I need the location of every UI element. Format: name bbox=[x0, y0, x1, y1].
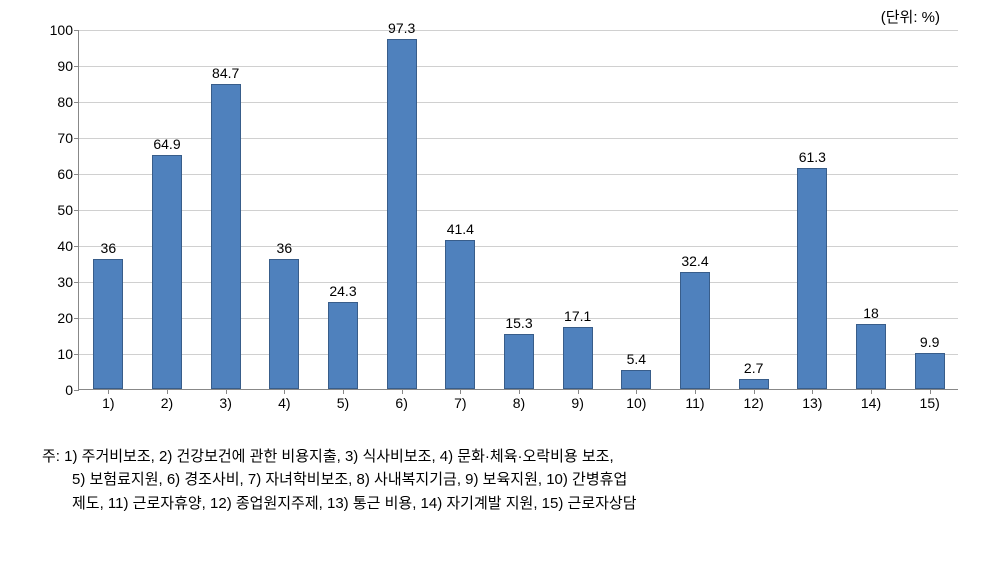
bar-group: 5.410) bbox=[607, 29, 666, 389]
bar: 41.4 bbox=[445, 240, 475, 389]
x-tick-mark bbox=[754, 389, 755, 394]
x-tick-mark bbox=[226, 389, 227, 394]
x-tick-label: 1) bbox=[102, 395, 114, 411]
x-tick-label: 13) bbox=[802, 395, 822, 411]
y-tick-label: 0 bbox=[65, 382, 73, 398]
x-tick-mark bbox=[578, 389, 579, 394]
legend-line-3: 제도, 11) 근로자휴양, 12) 종업원지주제, 13) 통근 비용, 14… bbox=[42, 492, 962, 515]
x-tick-mark bbox=[167, 389, 168, 394]
legend-prefix: 주: bbox=[42, 448, 64, 465]
bar: 84.7 bbox=[211, 84, 241, 389]
y-tick-label: 80 bbox=[57, 94, 73, 110]
y-tick-label: 70 bbox=[57, 130, 73, 146]
bar-value-label: 15.3 bbox=[505, 315, 532, 331]
bar: 36 bbox=[269, 259, 299, 389]
bar-value-label: 32.4 bbox=[681, 253, 708, 269]
bar: 97.3 bbox=[387, 39, 417, 389]
x-tick-label: 3) bbox=[219, 395, 231, 411]
unit-label: (단위: %) bbox=[881, 6, 940, 27]
bar-value-label: 2.7 bbox=[744, 360, 763, 376]
y-tick-label: 10 bbox=[57, 346, 73, 362]
bar-group: 364) bbox=[255, 29, 314, 389]
x-tick-mark bbox=[812, 389, 813, 394]
y-tick-label: 20 bbox=[57, 310, 73, 326]
bar-value-label: 84.7 bbox=[212, 65, 239, 81]
x-tick-mark bbox=[402, 389, 403, 394]
bar-group: 9.915) bbox=[900, 29, 959, 389]
bar-group: 17.19) bbox=[548, 29, 607, 389]
bar-value-label: 24.3 bbox=[329, 283, 356, 299]
x-tick-label: 4) bbox=[278, 395, 290, 411]
bar-group: 64.92) bbox=[138, 29, 197, 389]
bar: 5.4 bbox=[621, 370, 651, 389]
x-tick-label: 7) bbox=[454, 395, 466, 411]
bar: 15.3 bbox=[504, 334, 534, 389]
x-tick-label: 5) bbox=[337, 395, 349, 411]
bar: 17.1 bbox=[563, 327, 593, 389]
bar: 9.9 bbox=[915, 353, 945, 389]
y-tick-label: 30 bbox=[57, 274, 73, 290]
x-tick-label: 9) bbox=[571, 395, 583, 411]
bar-group: 361) bbox=[79, 29, 138, 389]
x-tick-mark bbox=[636, 389, 637, 394]
x-tick-label: 14) bbox=[861, 395, 881, 411]
x-tick-label: 6) bbox=[395, 395, 407, 411]
bar-value-label: 36 bbox=[277, 240, 293, 256]
bar-value-label: 64.9 bbox=[153, 136, 180, 152]
x-tick-mark bbox=[343, 389, 344, 394]
x-tick-mark bbox=[460, 389, 461, 394]
y-tick-label: 90 bbox=[57, 58, 73, 74]
x-tick-mark bbox=[871, 389, 872, 394]
y-tick-label: 60 bbox=[57, 166, 73, 182]
bar: 61.3 bbox=[797, 168, 827, 389]
x-tick-mark bbox=[284, 389, 285, 394]
bar-value-label: 97.3 bbox=[388, 20, 415, 36]
bar-value-label: 41.4 bbox=[447, 221, 474, 237]
bar: 32.4 bbox=[680, 272, 710, 389]
bar-value-label: 36 bbox=[101, 240, 117, 256]
y-tick-label: 100 bbox=[50, 22, 73, 38]
bar-group: 1814) bbox=[842, 29, 901, 389]
legend-line-2: 5) 보험료지원, 6) 경조사비, 7) 자녀학비보조, 8) 사내복지기금,… bbox=[42, 468, 962, 491]
legend-line-1: 1) 주거비보조, 2) 건강보건에 관한 비용지출, 3) 식사비보조, 4)… bbox=[64, 448, 614, 465]
bar: 64.9 bbox=[152, 155, 182, 389]
bar-group: 24.35) bbox=[314, 29, 373, 389]
bar-group: 97.36) bbox=[372, 29, 431, 389]
bar: 24.3 bbox=[328, 302, 358, 389]
y-tick-label: 40 bbox=[57, 238, 73, 254]
bar-value-label: 18 bbox=[863, 305, 879, 321]
bar: 36 bbox=[93, 259, 123, 389]
bar-group: 15.38) bbox=[490, 29, 549, 389]
bar-group: 41.47) bbox=[431, 29, 490, 389]
x-tick-mark bbox=[519, 389, 520, 394]
bar: 18 bbox=[856, 324, 886, 389]
bar-value-label: 9.9 bbox=[920, 334, 939, 350]
y-tick-mark bbox=[74, 390, 79, 391]
x-tick-mark bbox=[695, 389, 696, 394]
bar-group: 84.73) bbox=[196, 29, 255, 389]
x-tick-label: 11) bbox=[685, 395, 704, 411]
x-tick-mark bbox=[930, 389, 931, 394]
bar-value-label: 17.1 bbox=[564, 308, 591, 324]
bar-group: 61.313) bbox=[783, 29, 842, 389]
bar: 2.7 bbox=[739, 379, 769, 389]
x-tick-label: 10) bbox=[626, 395, 646, 411]
legend-notes: 주: 1) 주거비보조, 2) 건강보건에 관한 비용지출, 3) 식사비보조,… bbox=[42, 445, 962, 515]
x-tick-mark bbox=[108, 389, 109, 394]
x-tick-label: 8) bbox=[513, 395, 525, 411]
y-tick-label: 50 bbox=[57, 202, 73, 218]
plot-region: 0102030405060708090100361)64.92)84.73)36… bbox=[78, 30, 958, 390]
bar-value-label: 61.3 bbox=[799, 149, 826, 165]
bar-value-label: 5.4 bbox=[627, 351, 646, 367]
bar-group: 32.411) bbox=[666, 29, 725, 389]
x-tick-label: 15) bbox=[920, 395, 940, 411]
x-tick-label: 2) bbox=[161, 395, 173, 411]
bar-group: 2.712) bbox=[724, 29, 783, 389]
bar-chart: 0102030405060708090100361)64.92)84.73)36… bbox=[30, 30, 970, 430]
x-tick-label: 12) bbox=[744, 395, 764, 411]
